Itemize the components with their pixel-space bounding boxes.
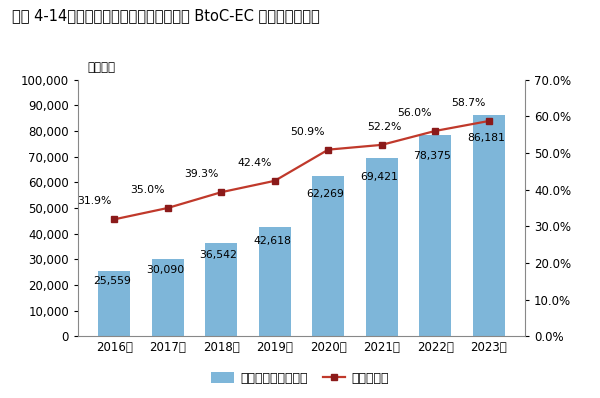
Text: 52.2%: 52.2% [367,122,401,132]
Bar [152,259,184,336]
Legend: スマホ経由市場規模, スマホ比率: スマホ経由市場規模, スマホ比率 [206,367,394,390]
Bar [312,176,344,336]
Text: 42,618: 42,618 [253,236,291,246]
Text: 25,559: 25,559 [93,276,131,286]
Text: 39.3%: 39.3% [184,170,218,179]
Text: 36,542: 36,542 [200,250,238,260]
Text: 69,421: 69,421 [360,172,398,182]
Text: 42.4%: 42.4% [237,158,272,168]
Bar [205,242,238,336]
Text: （億円）: （億円） [88,61,116,74]
Bar [365,158,398,336]
Text: 図表 4-14：スマートフォン経由の物販の BtoC-EC 市場規模の推移: 図表 4-14：スマートフォン経由の物販の BtoC-EC 市場規模の推移 [12,8,320,23]
Bar [259,227,291,336]
Text: 86,181: 86,181 [467,133,505,143]
Bar [473,115,505,336]
Bar [98,271,130,336]
Text: 35.0%: 35.0% [130,185,165,195]
Text: 56.0%: 56.0% [398,108,432,118]
Text: 58.7%: 58.7% [451,98,485,108]
Text: 31.9%: 31.9% [77,197,111,207]
Text: 62,269: 62,269 [307,189,344,199]
Text: 78,375: 78,375 [413,151,451,161]
Text: 50.9%: 50.9% [290,127,325,137]
Text: 30,090: 30,090 [146,265,184,275]
Bar [419,135,451,336]
